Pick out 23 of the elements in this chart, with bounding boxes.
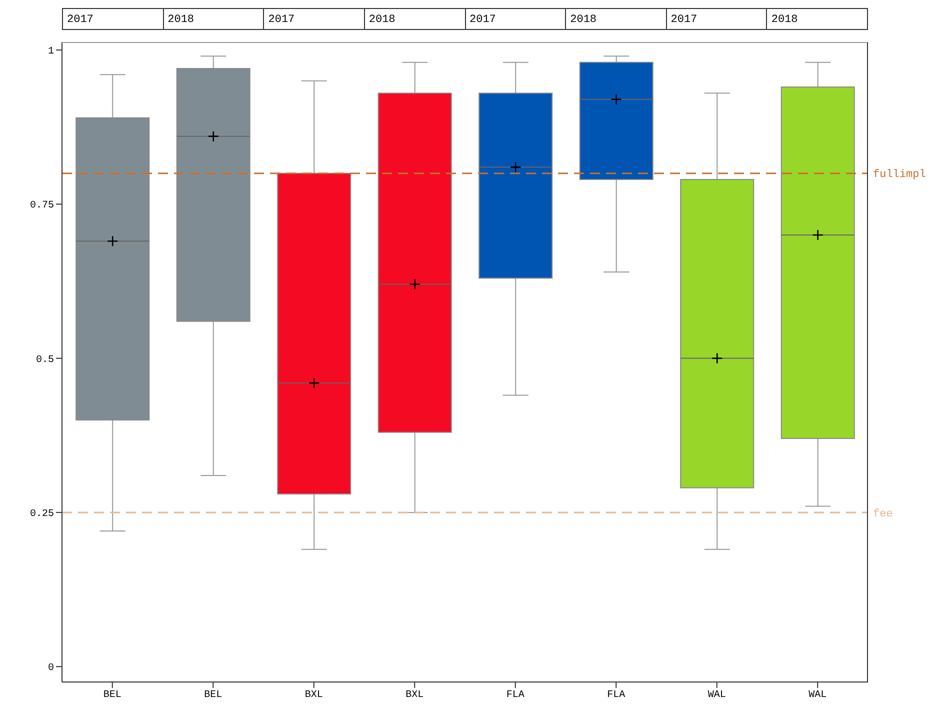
x-tick-label: WAL [708, 690, 726, 702]
x-tick-label: BEL [103, 690, 122, 702]
y-tick-label: 0.5 [36, 354, 54, 366]
y-tick-label: 1 [48, 46, 54, 58]
y-tick-label: 0 [48, 663, 54, 674]
text: 2018 [766, 9, 867, 29]
x-tick-label: BEL [204, 690, 222, 702]
x-tick-label: WAL [808, 690, 827, 702]
text: 2017 [666, 9, 766, 29]
text: 2018 [162, 9, 264, 29]
text: 2017 [464, 9, 566, 29]
text: 2018 [565, 9, 666, 29]
x-tick-label: FLA [506, 690, 524, 702]
text: 2017 [263, 9, 364, 29]
text: 2017 [66, 13, 94, 28]
x-tick-label: BXL [304, 690, 323, 702]
text: 2018 [364, 9, 464, 29]
ref-line-label: fee [873, 508, 893, 520]
x-tick-label: FLA [607, 690, 626, 702]
y-tick-label: 0.75 [30, 200, 54, 212]
x-tick-label: BXL [406, 690, 424, 702]
y-tick-label: 0.25 [30, 508, 54, 520]
ref-line-label: fullimpl [873, 169, 926, 182]
